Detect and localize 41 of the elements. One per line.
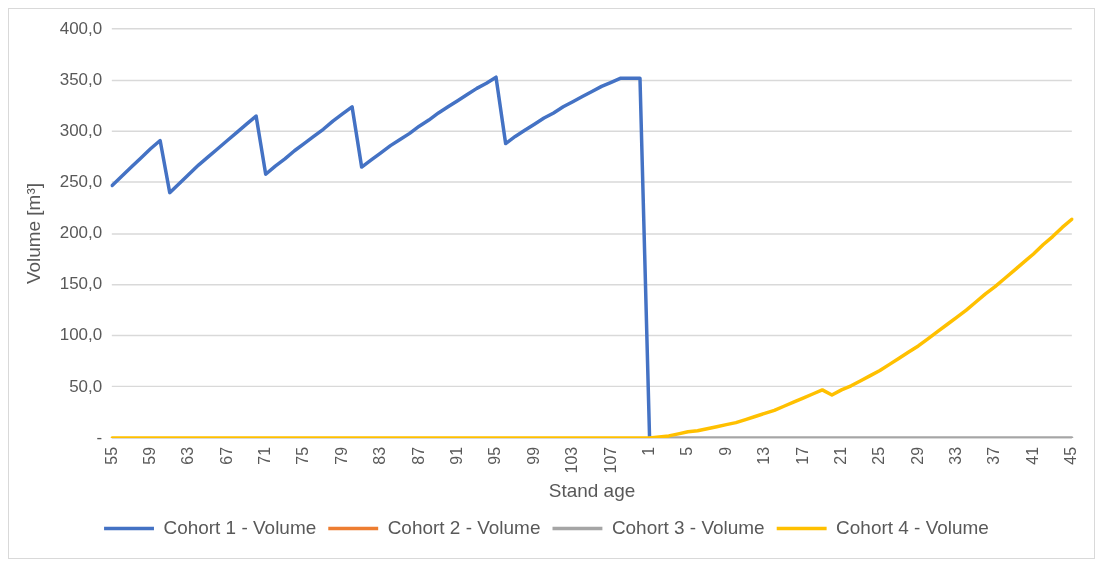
x-tick-label: 41 [1023, 446, 1041, 465]
y-tick-label: 400,0 [59, 18, 103, 38]
x-tick-label: 71 [256, 446, 274, 465]
y-tick-label: 150,0 [59, 274, 103, 294]
x-tick-label: 17 [793, 446, 811, 465]
x-tick-label: 13 [755, 446, 773, 465]
x-axis-title: Stand age [548, 480, 636, 502]
x-tick-label: 5 [678, 446, 696, 456]
y-tick-label: 300,0 [59, 121, 103, 140]
x-tick-label: 83 [371, 446, 389, 465]
x-tick-label: 95 [486, 446, 504, 465]
x-tick-label: 9 [716, 446, 734, 456]
x-tick-label: 29 [908, 446, 926, 465]
x-tick-label: 1 [639, 446, 657, 456]
x-tick-label: 103 [563, 446, 581, 474]
y-tick-label: 50,0 [69, 376, 103, 396]
x-tick-label: 75 [294, 446, 312, 465]
x-tick-label: 59 [140, 446, 158, 465]
y-tick-label: 250,0 [59, 172, 103, 192]
legend-label: Cohort 2 - Volume [387, 516, 541, 538]
legend-label: Cohort 4 - Volume [836, 516, 989, 538]
x-tick-label: 45 [1062, 446, 1080, 465]
x-tick-label: 91 [448, 446, 466, 465]
y-tick-label: - [96, 427, 103, 447]
x-tick-label: 33 [947, 446, 965, 465]
x-tick-label: 99 [524, 446, 542, 465]
x-tick-label: 87 [409, 446, 427, 465]
x-tick-label: 79 [332, 446, 350, 465]
y-tick-label: 100,0 [59, 325, 103, 345]
x-tick-label: 21 [831, 446, 849, 465]
x-tick-label: 37 [985, 446, 1003, 465]
x-tick-label: 67 [217, 446, 235, 465]
legend-label: Cohort 3 - Volume [611, 516, 765, 538]
x-tick-label: 107 [601, 446, 619, 474]
x-tick-label: 25 [870, 446, 888, 465]
x-tick-label: 55 [102, 446, 120, 465]
y-tick-label: 350,0 [59, 69, 103, 89]
x-tick-label: 63 [179, 446, 197, 465]
legend-label: Cohort 1 - Volume [163, 516, 317, 538]
y-tick-label: 200,0 [59, 223, 103, 243]
y-axis-title: Volume [m³] [22, 183, 44, 284]
